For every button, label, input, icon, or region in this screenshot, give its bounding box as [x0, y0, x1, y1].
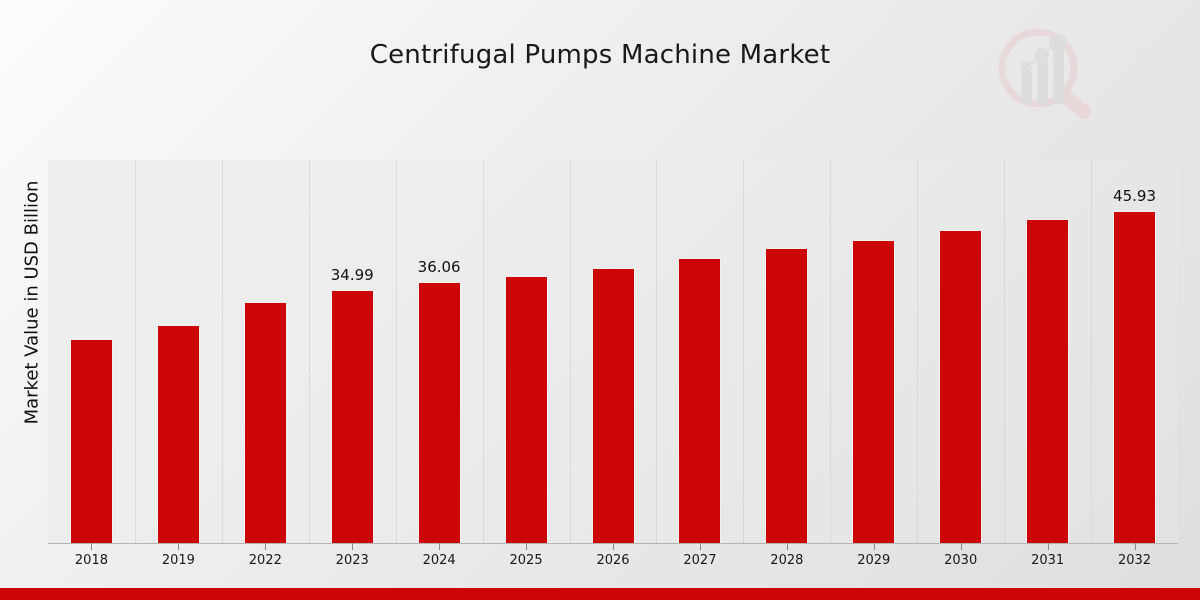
x-tick-label-2018: 2018 [74, 553, 108, 568]
x-tick-mark-2025 [526, 543, 528, 550]
bar-value-label-2023: 34.99 [330, 266, 374, 285]
gridline [656, 160, 658, 543]
gridline [743, 160, 745, 543]
x-tick-mark-2018 [91, 543, 93, 550]
x-tick-label-2030: 2030 [944, 553, 978, 568]
bar-value-label-2024: 36.06 [417, 258, 461, 277]
x-tick-mark-2029 [873, 543, 875, 550]
x-tick-mark-2030 [960, 543, 962, 550]
bar-2032[interactable] [1113, 211, 1157, 543]
gridline [917, 160, 919, 543]
gridline [134, 160, 137, 543]
bar-2027[interactable] [678, 258, 722, 543]
footer-bar [0, 588, 1200, 600]
page-title: Centrifugal Pumps Machine Market [369, 40, 831, 70]
x-tick-mark-2023 [352, 543, 354, 550]
x-tick-mark-2028 [786, 543, 788, 550]
gridline [569, 160, 572, 543]
x-tick-label-2031: 2031 [1031, 553, 1065, 568]
x-tick-label-2019: 2019 [161, 553, 195, 568]
x-tick-label-2026: 2026 [596, 553, 630, 568]
gridline [221, 160, 224, 543]
x-tick-label-2022: 2022 [248, 553, 282, 568]
x-tick-mark-2019 [178, 543, 180, 550]
gridline [395, 160, 398, 543]
bar-2026[interactable] [591, 267, 635, 543]
bar-2024[interactable] [417, 282, 461, 543]
bar-2019[interactable] [156, 324, 200, 543]
gridline [482, 160, 485, 543]
plot-area: 34.99 36.06 45.93 [48, 160, 1178, 543]
x-tick-label-2032: 2032 [1117, 553, 1152, 568]
x-tick-mark-2032 [1134, 543, 1136, 550]
gridline [1004, 160, 1006, 543]
x-tick-label-2024: 2024 [422, 553, 456, 568]
x-tick-mark-2024 [439, 543, 441, 550]
bar-2018[interactable] [69, 339, 113, 543]
x-tick-label-2025: 2025 [509, 553, 543, 568]
bar-2022[interactable] [243, 301, 287, 543]
x-tick-mark-2022 [265, 543, 267, 550]
x-tick-label-2028: 2028 [770, 553, 804, 568]
x-tick-label-2029: 2029 [857, 553, 891, 568]
gridline [830, 160, 832, 543]
bar-2025[interactable] [504, 276, 548, 543]
gridline [1091, 160, 1093, 543]
y-axis-label: Market Value in USD Billion [21, 180, 43, 425]
x-tick-mark-2027 [699, 543, 701, 550]
magnifier-bar-chart-icon [990, 22, 1100, 122]
x-tick-mark-2026 [613, 543, 614, 550]
bar-2023[interactable] [330, 290, 374, 543]
bar-2028[interactable] [765, 248, 809, 543]
gridline [308, 160, 311, 543]
x-tick-label-2023: 2023 [335, 553, 369, 568]
bar-2029[interactable] [852, 239, 896, 543]
bar-2030[interactable] [939, 230, 983, 543]
x-tick-label-2027: 2027 [683, 553, 717, 568]
bar-2031[interactable] [1026, 219, 1070, 543]
x-tick-mark-2031 [1047, 543, 1049, 550]
bar-value-label-2032: 45.93 [1113, 187, 1156, 206]
